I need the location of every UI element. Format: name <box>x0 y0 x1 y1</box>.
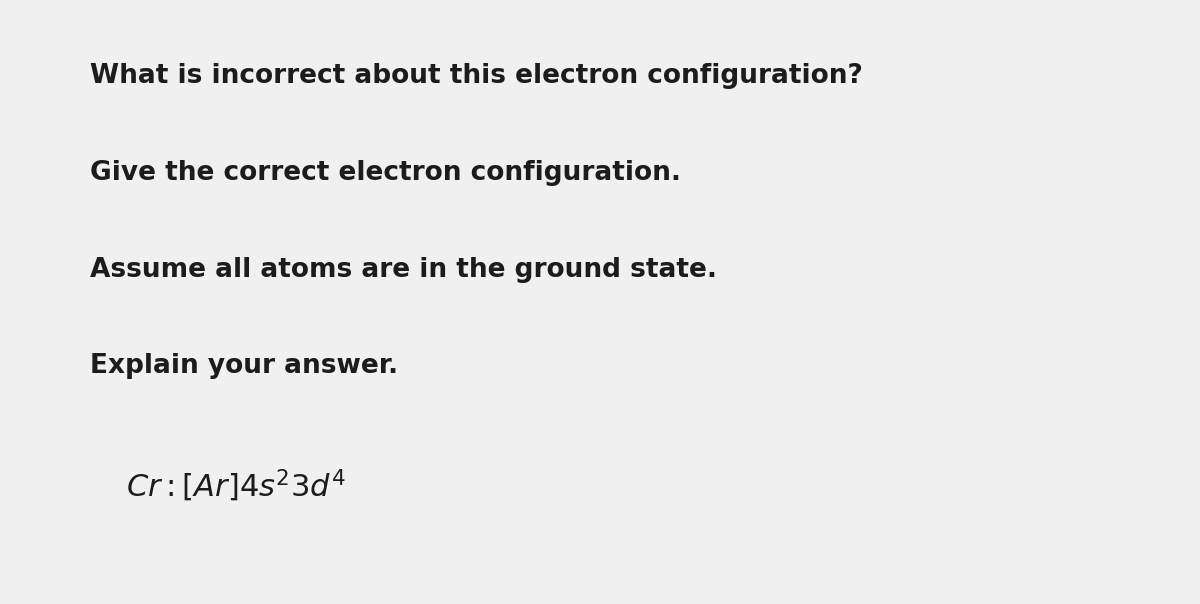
Text: Give the correct electron configuration.: Give the correct electron configuration. <box>90 160 682 186</box>
Text: Explain your answer.: Explain your answer. <box>90 353 398 379</box>
Text: What is incorrect about this electron configuration?: What is incorrect about this electron co… <box>90 63 863 89</box>
Text: $\it{Cr}{:}[Ar]4s^23d^4$: $\it{Cr}{:}[Ar]4s^23d^4$ <box>126 468 346 504</box>
Text: Assume all atoms are in the ground state.: Assume all atoms are in the ground state… <box>90 257 718 283</box>
